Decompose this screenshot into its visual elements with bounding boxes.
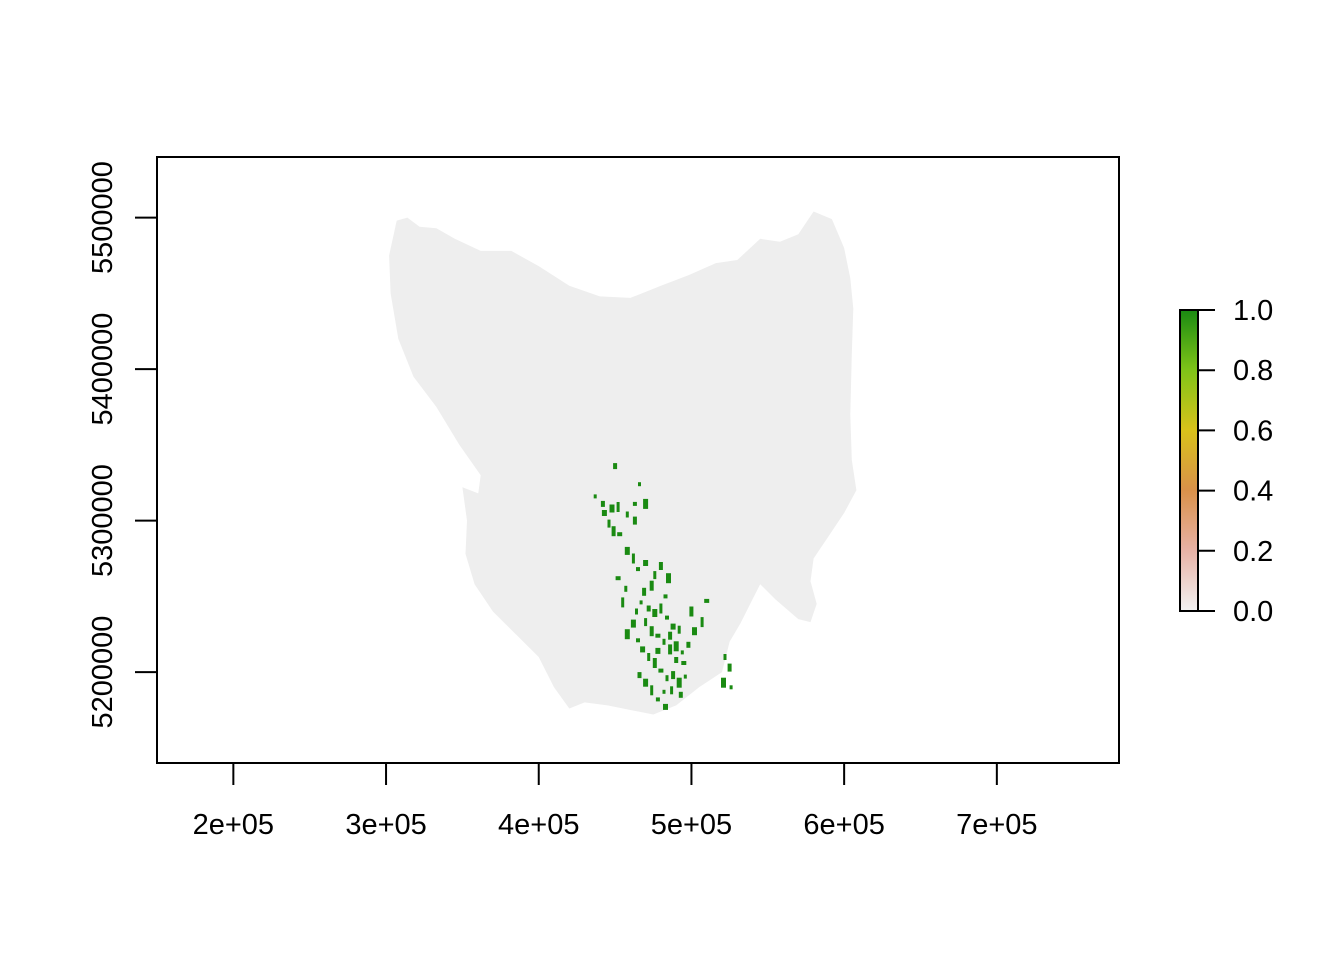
presence-cell	[665, 675, 669, 682]
x-tick-label: 6e+05	[803, 809, 884, 841]
presence-cell	[673, 641, 679, 652]
presence-cell	[643, 498, 649, 509]
presence-cell	[615, 576, 621, 581]
presence-cell	[668, 644, 673, 655]
presence-cell	[652, 609, 658, 617]
presence-cell	[655, 633, 661, 638]
presence-cell	[663, 594, 668, 599]
presence-cell	[631, 553, 635, 564]
presence-cell	[616, 502, 620, 512]
legend-color-bar	[1179, 309, 1199, 612]
presence-cell	[680, 650, 684, 655]
presence-cell	[630, 619, 636, 628]
presence-cell	[665, 615, 669, 620]
presence-cell	[617, 532, 623, 537]
y-tick-label: 5500000	[87, 161, 119, 274]
presence-cell	[632, 501, 637, 506]
presence-cell	[729, 685, 733, 690]
presence-cell	[686, 641, 691, 648]
presence-cell	[662, 638, 666, 645]
presence-cell	[647, 653, 651, 661]
land-area	[389, 211, 857, 715]
presence-cell	[659, 603, 663, 614]
presence-cell	[640, 646, 646, 653]
presence-cell	[609, 504, 615, 513]
x-axis: 2e+05 3e+05 4e+05 5e+05 6e+05 7e+05	[193, 762, 1038, 841]
presence-cell	[601, 510, 607, 516]
presence-cell	[681, 661, 687, 665]
legend-tick-label: 0.6	[1233, 415, 1273, 447]
y-axis: 5200000 5300000 5400000 5500000	[87, 161, 158, 729]
legend-tick-label: 0.4	[1233, 476, 1273, 508]
legend-tick-label: 0.2	[1233, 536, 1273, 568]
presence-cell	[670, 623, 676, 630]
presence-cell	[593, 494, 597, 499]
presence-cell	[643, 560, 649, 566]
x-tick-label: 2e+05	[193, 809, 274, 841]
presence-cell	[692, 627, 697, 636]
legend-colorbar: 0.0 0.2 0.4 0.6 0.8 1.0	[1179, 295, 1273, 628]
presence-cell	[650, 685, 654, 696]
presence-cell	[649, 626, 654, 637]
y-tick-label: 5400000	[87, 313, 119, 426]
x-tick-label: 4e+05	[498, 809, 579, 841]
presence-cell	[607, 519, 611, 528]
presence-cell	[721, 677, 726, 688]
presence-cell	[635, 608, 638, 615]
presence-cell	[638, 482, 641, 487]
presence-cell	[674, 657, 679, 663]
presence-cells	[593, 463, 733, 710]
presence-cell	[636, 638, 640, 643]
presence-cell	[658, 562, 663, 570]
presence-cell	[727, 663, 732, 672]
legend-tick-label: 0.0	[1233, 596, 1273, 628]
presence-cell	[704, 598, 710, 603]
presence-cell	[600, 500, 605, 507]
presence-cell	[676, 677, 682, 688]
presence-cell	[723, 654, 727, 660]
presence-cell	[658, 668, 664, 673]
presence-cell	[677, 625, 681, 634]
presence-cell	[671, 671, 676, 680]
presence-cell	[663, 703, 668, 710]
presence-cell	[624, 629, 630, 640]
presence-cell	[624, 546, 630, 555]
presence-cell	[655, 697, 660, 702]
presence-cell	[636, 567, 640, 572]
map-layer	[389, 211, 857, 715]
presence-cell	[611, 526, 616, 537]
presence-cell	[646, 605, 651, 612]
legend-tick-label: 0.8	[1233, 355, 1273, 387]
legend-ticks: 0.0 0.2 0.4 0.6 0.8 1.0	[1198, 295, 1273, 628]
presence-cell	[653, 571, 657, 580]
presence-cell	[668, 631, 673, 640]
presence-cell	[655, 647, 661, 654]
presence-cell	[639, 600, 643, 605]
presence-cell	[683, 674, 687, 679]
x-tick-label: 3e+05	[345, 809, 426, 841]
presence-cell	[643, 678, 649, 687]
presence-cell	[670, 686, 674, 695]
legend-tick-label: 1.0	[1233, 295, 1273, 327]
presence-cell	[625, 511, 629, 518]
presence-cell	[689, 606, 694, 617]
x-tick-label: 7e+05	[956, 809, 1037, 841]
x-tick-label: 5e+05	[651, 809, 732, 841]
presence-cell	[678, 691, 683, 698]
presence-cell	[662, 689, 666, 694]
presence-cell	[632, 516, 637, 525]
presence-cell	[637, 672, 642, 679]
presence-cell	[642, 587, 647, 596]
presence-cell	[613, 463, 618, 470]
presence-cell	[652, 658, 657, 668]
presence-cell	[621, 597, 625, 608]
y-tick-label: 5300000	[87, 464, 119, 577]
presence-cell	[700, 617, 704, 628]
presence-cell	[666, 573, 671, 584]
y-tick-label: 5200000	[87, 616, 119, 729]
presence-cell	[624, 585, 628, 592]
presence-cell	[644, 618, 648, 627]
presence-cell	[649, 580, 654, 591]
